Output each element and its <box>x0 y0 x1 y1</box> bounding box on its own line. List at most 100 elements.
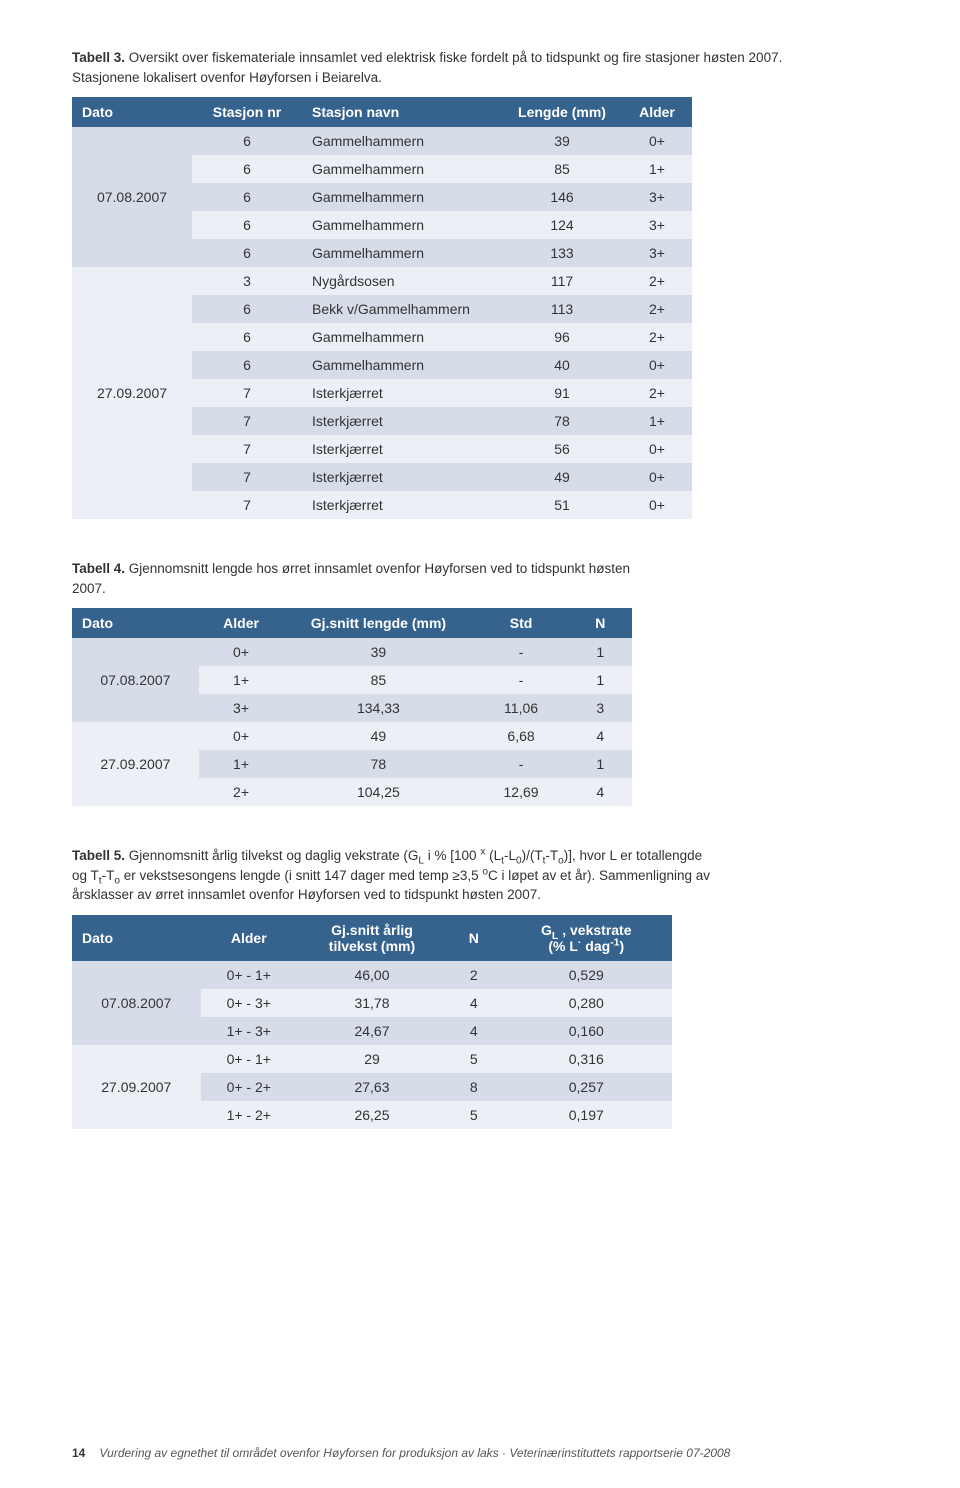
data-cell: Isterkjærret <box>302 491 502 519</box>
data-cell: 0+ - 2+ <box>201 1073 297 1101</box>
table5: DatoAlderGj.snitt årligtilvekst (mm)NGL … <box>72 915 672 1129</box>
column-header: Alder <box>622 97 692 127</box>
table3-caption: Tabell 3. Oversikt over fiskemateriale i… <box>72 48 792 87</box>
column-header: Std <box>473 608 568 638</box>
data-cell: 1+ <box>199 666 284 694</box>
page-footer: 14 Vurdering av egnethet til området ove… <box>72 1446 888 1460</box>
data-cell: 134,33 <box>283 694 473 722</box>
data-cell: 0+ <box>199 722 284 750</box>
data-cell: 26,25 <box>297 1101 447 1129</box>
data-cell: 3+ <box>622 211 692 239</box>
data-cell: 3+ <box>199 694 284 722</box>
data-cell: 2+ <box>622 267 692 295</box>
data-cell: 85 <box>502 155 622 183</box>
data-cell: 7 <box>192 407 302 435</box>
data-cell: 8 <box>447 1073 501 1101</box>
data-cell: 78 <box>502 407 622 435</box>
column-header: Stasjon navn <box>302 97 502 127</box>
table5-caption-rest: Gjennomsnitt årlig tilvekst og daglig ve… <box>72 848 710 902</box>
table-row: 27.09.20073Nygårdsosen1172+ <box>72 267 692 295</box>
table4-caption: Tabell 4. Gjennomsnitt lengde hos ørret … <box>72 559 632 598</box>
column-header: Stasjon nr <box>192 97 302 127</box>
date-cell: 07.08.2007 <box>72 127 192 267</box>
data-cell: 6 <box>192 155 302 183</box>
column-header: N <box>447 915 501 961</box>
data-cell: 4 <box>447 1017 501 1045</box>
date-cell: 27.09.2007 <box>72 1045 201 1129</box>
data-cell: 85 <box>283 666 473 694</box>
data-cell: 29 <box>297 1045 447 1073</box>
data-cell: 4 <box>569 778 632 806</box>
data-cell: 6 <box>192 295 302 323</box>
table3: DatoStasjon nrStasjon navnLengde (mm)Ald… <box>72 97 692 519</box>
column-header: Lengde (mm) <box>502 97 622 127</box>
data-cell: 0+ <box>622 127 692 155</box>
column-header: Gj.snitt årligtilvekst (mm) <box>297 915 447 961</box>
data-cell: 12,69 <box>473 778 568 806</box>
table5-caption: Tabell 5. Gjennomsnitt årlig tilvekst og… <box>72 846 712 905</box>
data-cell: 124 <box>502 211 622 239</box>
data-cell: 0+ <box>622 435 692 463</box>
data-cell: 78 <box>283 750 473 778</box>
data-cell: 39 <box>502 127 622 155</box>
data-cell: 5 <box>447 1045 501 1073</box>
date-cell: 27.09.2007 <box>72 722 199 806</box>
data-cell: 6 <box>192 239 302 267</box>
page-number: 14 <box>72 1446 85 1460</box>
data-cell: 3 <box>192 267 302 295</box>
data-cell: - <box>473 666 568 694</box>
data-cell: 51 <box>502 491 622 519</box>
data-cell: Isterkjærret <box>302 463 502 491</box>
data-cell: Isterkjærret <box>302 407 502 435</box>
data-cell: 49 <box>283 722 473 750</box>
data-cell: 0+ - 1+ <box>201 961 297 989</box>
footer-text: Vurdering av egnethet til området ovenfo… <box>99 1446 730 1460</box>
table4-caption-bold: Tabell 4. <box>72 561 125 576</box>
data-cell: 1 <box>569 638 632 666</box>
data-cell: 1+ <box>622 407 692 435</box>
data-cell: - <box>473 750 568 778</box>
data-cell: 6 <box>192 351 302 379</box>
data-cell: Gammelhammern <box>302 323 502 351</box>
data-cell: 49 <box>502 463 622 491</box>
data-cell: 2+ <box>622 379 692 407</box>
data-cell: 2+ <box>622 295 692 323</box>
data-cell: 3 <box>569 694 632 722</box>
data-cell: 0,280 <box>501 989 672 1017</box>
data-cell: 6 <box>192 323 302 351</box>
data-cell: 2+ <box>199 778 284 806</box>
data-cell: 0,160 <box>501 1017 672 1045</box>
data-cell: 6,68 <box>473 722 568 750</box>
data-cell: 1 <box>569 750 632 778</box>
column-header: Alder <box>201 915 297 961</box>
data-cell: 24,67 <box>297 1017 447 1045</box>
data-cell: Gammelhammern <box>302 239 502 267</box>
table3-caption-rest: Oversikt over fiskemateriale innsamlet v… <box>72 50 782 85</box>
column-header: Dato <box>72 97 192 127</box>
data-cell: 91 <box>502 379 622 407</box>
data-cell: 7 <box>192 379 302 407</box>
data-cell: 0+ <box>622 491 692 519</box>
data-cell: Gammelhammern <box>302 155 502 183</box>
data-cell: Isterkjærret <box>302 435 502 463</box>
column-header: Gj.snitt lengde (mm) <box>283 608 473 638</box>
data-cell: 0+ - 1+ <box>201 1045 297 1073</box>
data-cell: 7 <box>192 463 302 491</box>
data-cell: 0,257 <box>501 1073 672 1101</box>
data-cell: 40 <box>502 351 622 379</box>
data-cell: 1+ <box>622 155 692 183</box>
data-cell: 4 <box>569 722 632 750</box>
data-cell: Gammelhammern <box>302 183 502 211</box>
data-cell: 1 <box>569 666 632 694</box>
data-cell: 0+ - 3+ <box>201 989 297 1017</box>
column-header: N <box>569 608 632 638</box>
data-cell: 31,78 <box>297 989 447 1017</box>
data-cell: 6 <box>192 127 302 155</box>
data-cell: 96 <box>502 323 622 351</box>
data-cell: - <box>473 638 568 666</box>
data-cell: 0+ <box>622 463 692 491</box>
data-cell: 56 <box>502 435 622 463</box>
data-cell: 6 <box>192 211 302 239</box>
data-cell: 4 <box>447 989 501 1017</box>
date-cell: 07.08.2007 <box>72 961 201 1045</box>
